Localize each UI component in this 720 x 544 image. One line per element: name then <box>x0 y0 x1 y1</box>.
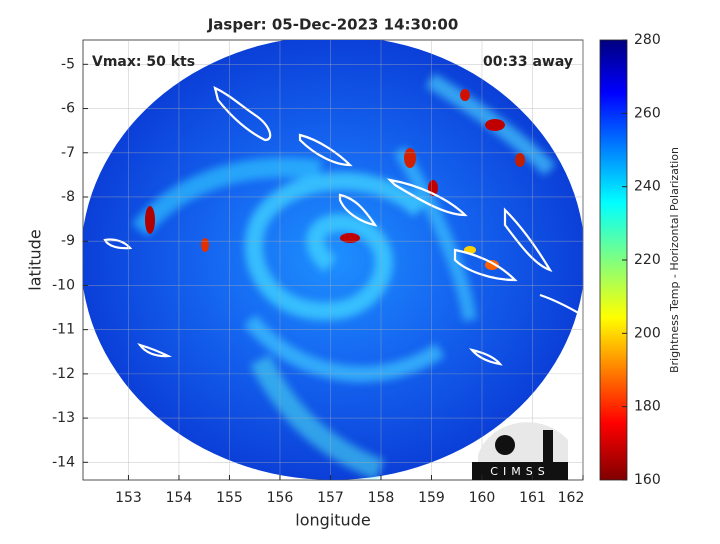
x-tick-label: 154 <box>166 490 193 506</box>
x-tick-label: 156 <box>267 490 294 506</box>
y-tick-label: -13 <box>52 410 75 426</box>
x-axis-label: longitude <box>295 511 370 530</box>
colorbar-tick-label: 260 <box>634 105 661 121</box>
coastline <box>137 343 173 358</box>
x-tick-label: 162 <box>558 490 585 506</box>
coastline <box>539 293 583 316</box>
y-tick-label: -10 <box>52 277 75 293</box>
coastline <box>503 207 553 272</box>
spot <box>340 233 360 243</box>
x-tick-label: 158 <box>368 490 395 506</box>
x-tick-label: 161 <box>519 490 546 506</box>
coastline <box>468 348 503 366</box>
y-tick-label: -7 <box>61 145 75 161</box>
band <box>244 172 427 321</box>
colorbar-tick-label: 280 <box>634 32 661 48</box>
spot <box>485 119 505 131</box>
coastline <box>213 86 272 142</box>
logo-dish <box>495 435 515 455</box>
y-tick-label: -6 <box>61 101 75 117</box>
y-tick-label: -11 <box>52 322 75 338</box>
y-tick-label: -14 <box>52 454 75 470</box>
band <box>393 146 477 322</box>
image-layer <box>83 40 583 480</box>
y-tick-label: -12 <box>52 366 75 382</box>
colorbar-tick-label: 160 <box>634 472 661 488</box>
band <box>132 157 322 237</box>
x-tick-label: 159 <box>418 490 445 506</box>
logo: CIMSS <box>472 422 568 480</box>
logo-tower <box>543 430 553 462</box>
y-tick-label: -8 <box>61 189 75 205</box>
spot <box>515 153 525 167</box>
y-axis-label: latitude <box>26 229 45 290</box>
logo-bar <box>472 462 568 480</box>
coastline <box>386 178 468 217</box>
spot <box>485 260 499 270</box>
band <box>243 314 445 382</box>
spot <box>460 89 470 101</box>
chart-title: Jasper: 05-Dec-2023 14:30:00 <box>207 16 459 34</box>
spot <box>145 206 155 234</box>
grid <box>83 40 584 480</box>
colorbar-label: Brightness Temp - Horizontal Polarizatio… <box>668 147 681 373</box>
coastline <box>338 193 378 227</box>
logo-text: CIMSS <box>490 465 549 478</box>
annotation: Vmax: 50 kts <box>92 54 195 70</box>
x-tick-label: 160 <box>469 490 496 506</box>
x-tick-label: 155 <box>216 490 243 506</box>
colorbar-tick-label: 180 <box>634 399 661 415</box>
spot <box>404 148 416 168</box>
annotation: 00:33 away <box>483 54 573 70</box>
coastline <box>103 238 133 250</box>
colorbar-tick-label: 240 <box>634 179 661 195</box>
x-tick-label: 153 <box>115 490 142 506</box>
coastlines <box>103 86 583 366</box>
coastline <box>453 248 518 282</box>
coastline <box>298 133 353 167</box>
y-tick-label: -5 <box>61 56 75 72</box>
spot <box>201 238 209 252</box>
colorbar-tick-label: 220 <box>634 252 661 268</box>
x-tick-label: 157 <box>317 490 344 506</box>
y-tick-label: -9 <box>61 233 75 249</box>
colorbar-tick-label: 200 <box>634 325 661 341</box>
